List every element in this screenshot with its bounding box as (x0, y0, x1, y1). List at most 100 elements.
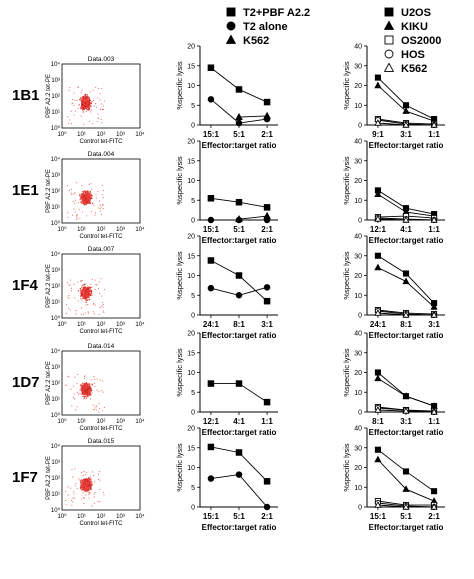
flow-dot (92, 202, 94, 205)
flow-dot (85, 111, 87, 113)
flow-dot (74, 297, 76, 299)
flow-dot (84, 191, 86, 193)
flow-dot (83, 100, 85, 102)
flow-dot (102, 391, 104, 393)
data-point (402, 407, 410, 414)
flow-dot (88, 497, 90, 499)
flow-dot (81, 295, 83, 297)
flow-y-tick: 10² (51, 284, 60, 290)
t2-chart: 0 5 10 15 20 12:1 4:1 1:1 Effector:target ratio%… (175, 331, 278, 437)
flow-dot (85, 192, 88, 194)
flow-dot (85, 290, 87, 293)
flow-dot (85, 392, 87, 394)
flow-dot (81, 286, 83, 288)
flow-dot (87, 483, 89, 486)
data-point (402, 102, 410, 109)
flow-dot (75, 199, 77, 201)
flow-dot (88, 384, 90, 386)
y-tick-label: 0 (191, 218, 195, 225)
flow-dot (94, 481, 96, 483)
flow-dot (87, 390, 89, 392)
flow-dot (90, 193, 92, 195)
flow-x-tick: 10⁴ (135, 226, 145, 233)
x-tick-label: 5:1 (233, 512, 245, 521)
flow-dot (98, 471, 100, 473)
flow-dot (81, 291, 83, 293)
flow-dot (84, 288, 86, 290)
legend-marker (384, 35, 394, 45)
flow-dot (70, 110, 72, 112)
flow-dot (82, 287, 84, 289)
flow-dot (84, 105, 86, 107)
data-point (374, 309, 382, 316)
tumor-chart: 0 10 20 30 40 12:1 4:1 1:1 Effector:target ratio… (342, 139, 445, 245)
flow-dot (98, 281, 100, 283)
flow-dot (101, 380, 103, 382)
clone-label: 1D7 (12, 374, 40, 391)
flow-dot (70, 192, 72, 194)
flow-dot (84, 198, 86, 200)
flow-dot (84, 297, 86, 299)
x-tick-label: 5:1 (400, 512, 412, 521)
flow-dot (81, 299, 83, 301)
flow-dot (86, 383, 88, 385)
flow-dot (73, 385, 75, 387)
flow-dot (84, 102, 86, 104)
flow-dot (90, 485, 92, 487)
data-point (402, 277, 410, 285)
flow-dot (84, 107, 86, 109)
flow-dot (84, 390, 86, 392)
flow-dot (80, 298, 82, 300)
flow-dot (77, 393, 79, 395)
flow-title: Data.004 (88, 151, 115, 158)
flow-y-tick: 10⁰ (51, 315, 61, 322)
data-point (402, 503, 410, 510)
flow-dot (74, 398, 76, 400)
flow-dot (71, 499, 73, 501)
flow-dot (72, 397, 74, 399)
flow-dot (89, 475, 91, 477)
flow-dot (90, 389, 92, 391)
flow-ylabel: PBF A2.2 tet-PE (46, 169, 52, 213)
flow-dot (91, 392, 93, 394)
flow-ylabel: PBF A2.2 tet-PE (46, 264, 52, 308)
flow-dot (88, 488, 91, 490)
flow-dot (77, 281, 79, 283)
flow-dot (98, 411, 100, 413)
flow-dot (67, 296, 69, 298)
flow-dot (83, 199, 85, 201)
flow-dot (79, 199, 81, 201)
flow-dot (87, 480, 89, 482)
flow-dot (101, 184, 103, 186)
flow-dot (76, 406, 78, 408)
flow-dot (80, 482, 82, 484)
data-point (402, 216, 410, 223)
data-point (263, 297, 271, 305)
legend-label: K562 (243, 35, 269, 47)
flow-dot (80, 485, 83, 487)
flow-dot (82, 484, 84, 487)
flow-dot (80, 487, 82, 489)
flow-dot (85, 490, 87, 493)
flow-dot (82, 497, 84, 499)
flow-dot (83, 98, 85, 100)
flow-frame (61, 445, 141, 511)
flow-dot (98, 293, 100, 295)
flow-dot (88, 392, 91, 395)
series-line (377, 378, 435, 407)
flow-dot (68, 189, 70, 191)
flow-x-tick: 10⁰ (57, 418, 67, 425)
flow-dot (85, 193, 87, 195)
flow-dot (83, 106, 85, 109)
flow-dot (75, 309, 77, 311)
flow-dot (89, 391, 91, 393)
flow-dot (99, 306, 101, 308)
flow-dot (81, 200, 83, 202)
flow-dot (87, 109, 89, 111)
flow-x-tick: 10³ (116, 132, 125, 138)
clone-label: 1F7 (12, 469, 38, 486)
flow-dot (90, 290, 92, 292)
flow-dot (76, 182, 78, 184)
tumor-chart: 0 10 20 30 40 8:1 3:1 1:1 Effector:target ratio%… (342, 331, 445, 437)
y-tick-label: 10 (187, 370, 195, 377)
